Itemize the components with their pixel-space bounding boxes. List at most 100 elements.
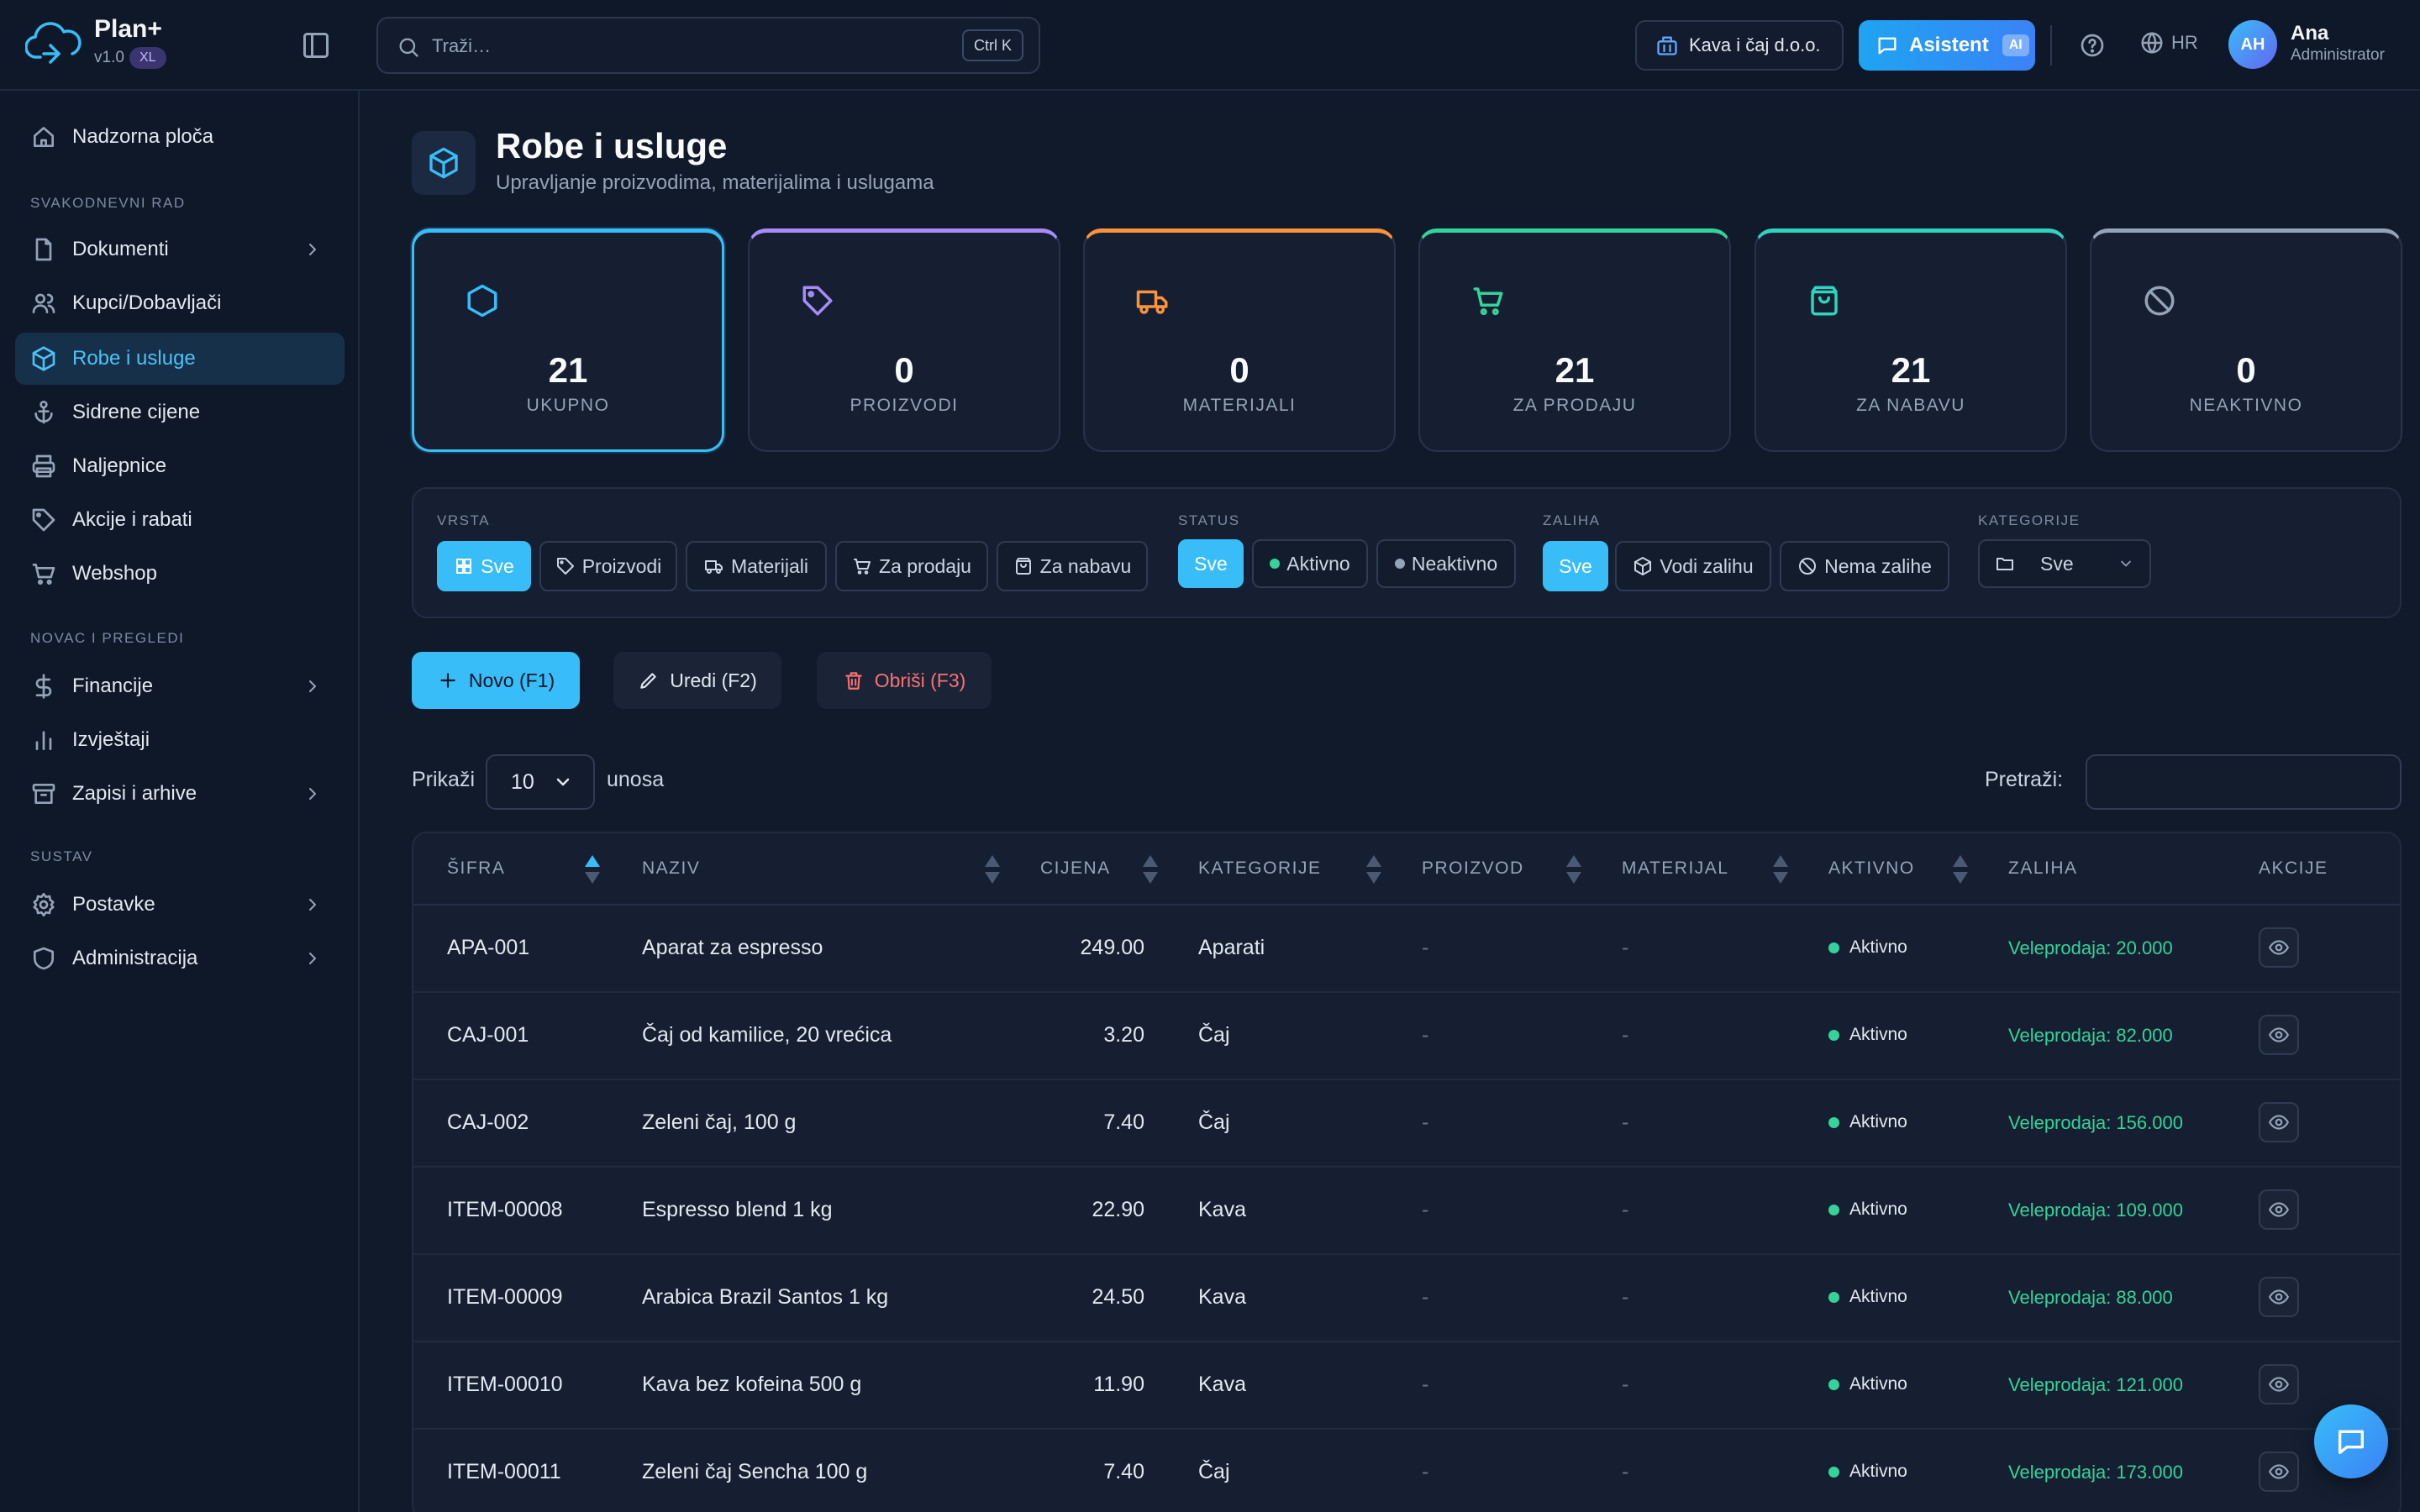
cell-product: - — [1422, 1023, 1429, 1047]
global-search[interactable]: Ctrl K — [376, 17, 1040, 74]
filter-status-inactive[interactable]: Neaktivno — [1376, 539, 1516, 588]
column-header-price[interactable]: CIJENA — [1040, 858, 1111, 878]
status-dot-active — [1828, 1291, 1839, 1303]
sort-indicator-icon[interactable] — [1143, 847, 1160, 892]
sidebar-toggle-icon[interactable] — [301, 30, 331, 60]
dollar-icon — [30, 673, 57, 700]
trash-icon — [843, 669, 865, 691]
sidebar-item-label: Nadzorna ploča — [72, 125, 214, 148]
table-row[interactable]: APA-001 Aparat za espresso 249.00 Aparati - -… — [413, 906, 2400, 993]
filter-stock-none[interactable]: Nema zalihe — [1780, 541, 1949, 591]
category-select[interactable]: Sve — [1978, 539, 2151, 588]
sort-indicator-icon[interactable] — [1366, 847, 1383, 892]
column-header-categories[interactable]: KATEGORIJE — [1198, 858, 1322, 878]
cell-active-status: Aktivno — [1828, 1287, 1907, 1307]
table-search-input[interactable] — [2086, 754, 2402, 810]
filter-stock-tracked[interactable]: Vodi zalihu — [1615, 541, 1771, 591]
filter-type-for-sale[interactable]: Za prodaju — [835, 541, 988, 591]
assistant-button[interactable]: Asistent AI — [1859, 20, 2035, 71]
user-role: Administrator — [2291, 46, 2385, 64]
sort-indicator-icon[interactable] — [1566, 847, 1583, 892]
company-selector-button[interactable]: Kava i čaj d.o.o. — [1635, 20, 1844, 71]
sidebar-section-heading: SVAKODNEVNI RAD — [30, 195, 186, 211]
view-eye-icon[interactable] — [2259, 1452, 2299, 1492]
sidebar-item-goods-services[interactable]: Robe i usluge — [15, 333, 345, 385]
filter-status-active[interactable]: Aktivno — [1252, 539, 1368, 588]
sidebar-item-labels[interactable]: Naljepnice — [15, 440, 345, 492]
plus-icon — [437, 669, 459, 691]
company-name: Kava i čaj d.o.o. — [1689, 34, 1821, 55]
table-row[interactable]: CAJ-002 Zeleni čaj, 100 g 7.40 Čaj - - Velepro… — [413, 1080, 2400, 1168]
users-icon — [30, 290, 57, 317]
filter-type-products[interactable]: Proizvodi — [539, 541, 677, 591]
cell-stock: Veleprodaja: 82.000 — [2008, 1025, 2173, 1046]
sidebar-item-records-archives[interactable]: Zapisi i arhive — [15, 768, 345, 820]
table-row[interactable]: CAJ-001 Čaj od kamilice, 20 vrećica 3.20 Ča… — [413, 993, 2400, 1080]
sidebar-item-dashboard[interactable]: Nadzorna ploča — [15, 111, 345, 163]
filter-stock-all[interactable]: Sve — [1543, 541, 1608, 591]
sidebar-item-customers-suppliers[interactable]: Kupci/Dobavljači — [15, 277, 345, 329]
sidebar-item-settings[interactable]: Postavke — [15, 879, 345, 931]
stat-card-materials[interactable]: 0 MATERIJALI — [1083, 228, 1396, 452]
edit-item-button[interactable]: Uredi (F2) — [613, 652, 781, 709]
table-row[interactable]: ITEM-00009 Arabica Brazil Santos 1 kg 24.5… — [413, 1255, 2400, 1342]
sort-indicator-icon[interactable] — [1953, 847, 1970, 892]
sidebar-section-heading: NOVAC I PREGLEDI — [30, 630, 185, 646]
chevron-right-icon — [302, 239, 323, 260]
sidebar-item-anchor-prices[interactable]: Sidrene cijene — [15, 386, 345, 438]
view-eye-icon[interactable] — [2259, 1364, 2299, 1404]
column-header-material[interactable]: MATERIJAL — [1622, 858, 1729, 878]
cell-material: - — [1622, 1460, 1629, 1483]
stat-label: PROIZVODI — [850, 396, 959, 415]
chat-fab-button[interactable] — [2314, 1404, 2388, 1478]
sidebar-item-documents[interactable]: Dokumenti — [15, 223, 345, 276]
column-header-code[interactable]: ŠIFRA — [447, 858, 506, 878]
sort-indicator-icon[interactable] — [985, 847, 1002, 892]
column-header-name[interactable]: NAZIV — [642, 858, 701, 878]
sidebar-item-promotions[interactable]: Akcije i rabati — [15, 494, 345, 546]
filter-type-all[interactable]: Sve — [437, 541, 531, 591]
column-header-active[interactable]: AKTIVNO — [1828, 858, 1915, 878]
table-row[interactable]: ITEM-00011 Zeleni čaj Sencha 100 g 7.40 Čaj… — [413, 1430, 2400, 1512]
delete-item-button[interactable]: Obriši (F3) — [817, 652, 992, 709]
filter-status-all[interactable]: Sve — [1178, 539, 1244, 588]
stat-card-for-purchase[interactable]: 21 ZA NABAVU — [1754, 228, 2067, 452]
cell-active-status: Aktivno — [1828, 1462, 1907, 1482]
stat-card-inactive[interactable]: 0 NEAKTIVNO — [2090, 228, 2402, 452]
user-name[interactable]: Ana — [2291, 22, 2329, 45]
view-eye-icon[interactable] — [2259, 927, 2299, 968]
avatar[interactable]: AH — [2228, 20, 2277, 69]
table-row[interactable]: ITEM-00010 Kava bez kofeina 500 g 11.90 Kav… — [413, 1342, 2400, 1430]
language-selector[interactable]: HR — [2139, 30, 2198, 55]
cell-product: - — [1422, 1460, 1429, 1483]
filter-type-materials[interactable]: Materijali — [686, 541, 827, 591]
sidebar-item-administration[interactable]: Administracija — [15, 932, 345, 984]
column-header-product[interactable]: PROIZVOD — [1422, 858, 1524, 878]
sidebar-section-heading: SUSTAV — [30, 848, 93, 864]
view-eye-icon[interactable] — [2259, 1102, 2299, 1142]
stat-card-for-sale[interactable]: 21 ZA PRODAJU — [1418, 228, 1731, 452]
view-eye-icon[interactable] — [2259, 1189, 2299, 1230]
sidebar-item-webshop[interactable]: Webshop — [15, 548, 345, 600]
filter-label-stock: ZALIHA — [1543, 512, 1601, 528]
view-eye-icon[interactable] — [2259, 1277, 2299, 1317]
filter-type-for-purchase[interactable]: Za nabavu — [997, 541, 1148, 591]
stat-label: MATERIJALI — [1182, 396, 1297, 415]
cell-active-status: Aktivno — [1828, 1374, 1907, 1394]
help-icon[interactable] — [2079, 32, 2106, 59]
sort-indicator-icon[interactable] — [1773, 847, 1790, 892]
sidebar-item-finance[interactable]: Financije — [15, 660, 345, 712]
sidebar-item-reports[interactable]: Izvještaji — [15, 714, 345, 766]
stat-card-products[interactable]: 0 PROIZVODI — [748, 228, 1060, 452]
building-icon — [1655, 34, 1679, 57]
global-search-input[interactable] — [432, 30, 902, 62]
table-row[interactable]: ITEM-00008 Espresso blend 1 kg 22.90 Kava - -… — [413, 1168, 2400, 1255]
new-item-button[interactable]: Novo (F1) — [412, 652, 580, 709]
sort-indicator-ascending-icon[interactable] — [585, 847, 602, 892]
page-size-select[interactable]: 10 — [486, 754, 595, 810]
status-label: Aktivno — [1849, 1287, 1907, 1306]
stat-card-total[interactable]: 21 UKUPNO — [412, 228, 724, 452]
grid-icon — [454, 556, 474, 576]
view-eye-icon[interactable] — [2259, 1015, 2299, 1055]
category-select-value: Sve — [2040, 552, 2074, 575]
